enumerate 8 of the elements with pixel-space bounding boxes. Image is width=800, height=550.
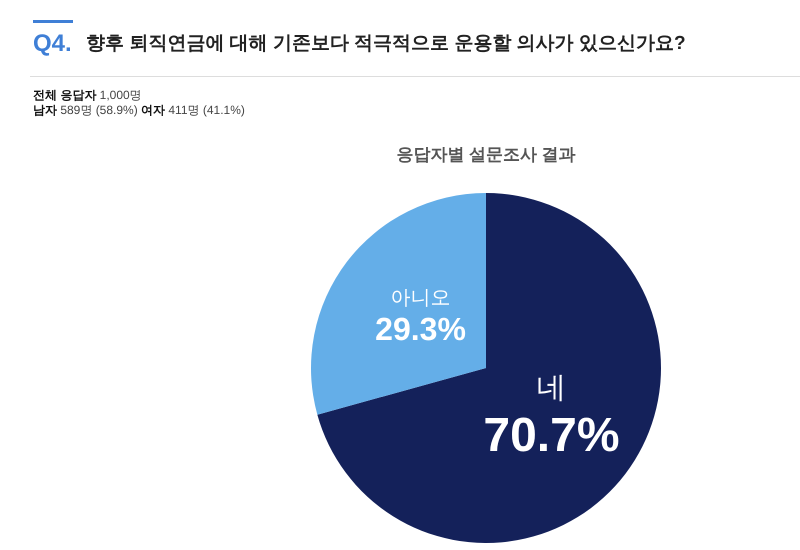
data-label: 29.3% xyxy=(375,311,466,348)
legend-title: 응답자별 설문조사 결과 xyxy=(396,145,576,164)
chart-title: 향후 퇴직연금에 대해 기존보다 적극적으로 운용할 의사가 있으신가요? xyxy=(86,32,686,56)
slice-label: 네 xyxy=(536,370,566,404)
text: Q4. xyxy=(33,30,72,58)
data-label: 70.7% xyxy=(483,408,620,462)
text: 전체 응답자 1,000명 남자 589명 (58.9%) 여자 411명 (41.1%) xyxy=(33,88,245,117)
slice-label: 아니오 xyxy=(390,287,451,310)
